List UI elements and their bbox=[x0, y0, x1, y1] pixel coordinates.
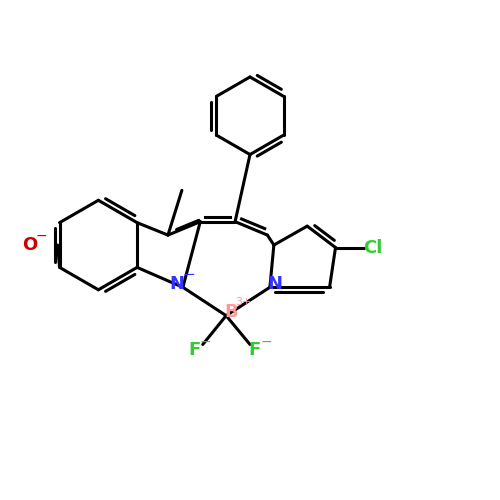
Text: B: B bbox=[225, 303, 238, 321]
Text: N: N bbox=[169, 275, 184, 293]
Text: N: N bbox=[268, 275, 282, 293]
Text: −: − bbox=[182, 268, 195, 282]
Text: O: O bbox=[22, 236, 38, 254]
Text: −: − bbox=[200, 334, 211, 348]
Text: F: F bbox=[249, 342, 261, 359]
Text: −: − bbox=[260, 334, 272, 348]
Text: 3+: 3+ bbox=[236, 297, 252, 307]
Text: Cl: Cl bbox=[364, 238, 383, 256]
Text: −: − bbox=[36, 229, 47, 243]
Text: F: F bbox=[188, 342, 200, 359]
